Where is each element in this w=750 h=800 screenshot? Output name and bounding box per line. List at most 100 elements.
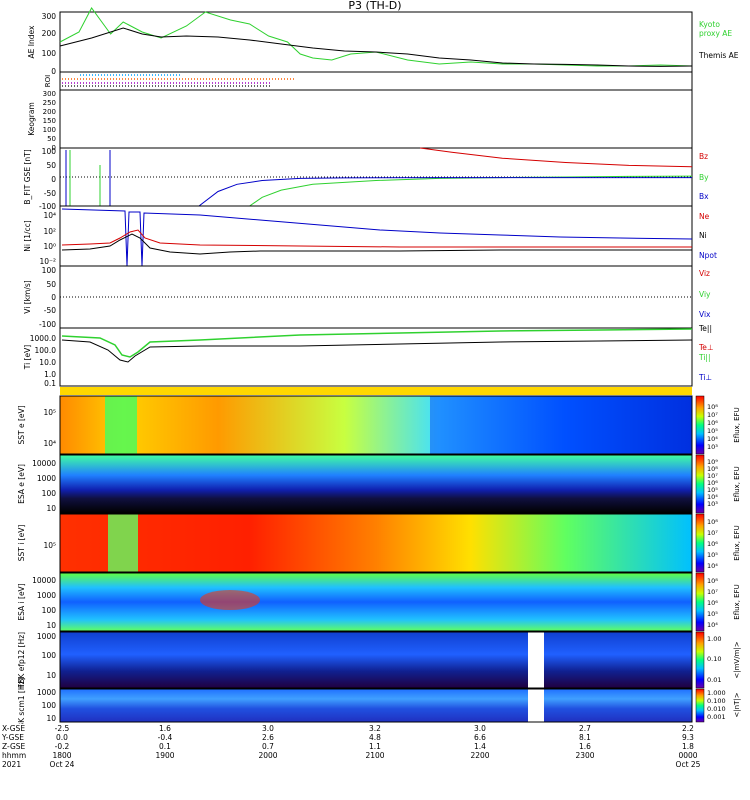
- density-tick-2: 10⁰: [43, 242, 56, 251]
- axis-row-z-gse: Z-GSE -0.2 0.1 0.7 1.1 1.4 1.6 1.8: [0, 742, 750, 751]
- bfield-tick-3: -50: [44, 189, 56, 198]
- axis-value: 2300: [575, 751, 595, 760]
- esa-e-ylabel: ESA e [eV]: [17, 464, 26, 504]
- cbar-esa-e-tick-0: 10⁹: [707, 458, 718, 466]
- cbar-sst-i-tick-0: 10⁸: [707, 518, 718, 526]
- axis-row-date: 2021 Oct 24 Oct 25: [0, 760, 750, 769]
- esa-i-tick-2: 100: [42, 606, 57, 615]
- axis-value: 1.6: [159, 724, 171, 733]
- ae-series-kyoto: [59, 7, 693, 67]
- axis-row-label: Z-GSE: [2, 742, 26, 751]
- esa-i-tick-0: 10000: [32, 576, 56, 585]
- axis-value: 2.2: [682, 724, 694, 733]
- axis-value: 1800: [52, 751, 72, 760]
- velocity-legend-viy: Viy: [699, 290, 711, 299]
- sst-e-low-flux: [430, 396, 692, 454]
- cbar-fbk-e-tick-2: 0.01: [707, 676, 721, 684]
- ae-ylabel: AE Index: [27, 25, 36, 58]
- axis-value: -2.5: [54, 724, 70, 733]
- sst-i-dropout: [108, 514, 138, 572]
- axis-value: 1.1: [369, 742, 381, 751]
- sst-i-tick-0: 10⁵: [43, 541, 56, 550]
- keogram-tick-5: 50: [47, 135, 56, 143]
- velocity-tick-4: -100: [39, 320, 56, 329]
- axis-value: 6.6: [474, 733, 486, 742]
- temperature-tick-0: 1000.0: [30, 334, 56, 343]
- sst-i-ylabel: SST i [eV]: [17, 525, 26, 562]
- velocity-tick-0: 100: [42, 266, 57, 275]
- esa-e-tick-0: 10000: [32, 459, 56, 468]
- esa-i-spectrogram: [60, 573, 692, 631]
- fbk-e-spectrogram: [60, 632, 692, 688]
- cbar-sst-e-tick-4: 10⁴: [707, 435, 718, 443]
- cbar-fbk-b-label: <|nT|>: [733, 692, 741, 717]
- density-legend-ne: Ne: [699, 212, 710, 221]
- velocity-tick-2: 0: [51, 293, 56, 302]
- bfield-panel: B_FIT GSE [nT] 100 50 0 -50 -100 Bz By B…: [23, 147, 709, 211]
- fbk-b-tick-1: 100: [42, 701, 57, 710]
- temperature-frame: [59, 327, 693, 387]
- bfield-series-bz: [420, 147, 693, 168]
- cbar-fbk-b-tick-1: 0.100: [707, 697, 726, 705]
- fbk-b-ylabel: FBK scm1 [Hz]: [17, 678, 26, 724]
- sst-i-frame: [59, 513, 693, 573]
- esa-i-panel: ESA i [eV] 10000 1000 100 10: [17, 572, 693, 632]
- cbar-esa-e-label: Eflux, EFU: [733, 466, 741, 501]
- cbar-sst-i-label: Eflux, EFU: [733, 525, 741, 560]
- keogram-tick-2: 200: [43, 108, 56, 116]
- fbk-e-ylabel: FBK efp12 [Hz]: [17, 632, 26, 688]
- roi-panel: ROI: [44, 71, 693, 91]
- cbar-fbk-e-label: <|mV/m|>: [733, 641, 741, 678]
- cbar-esa-e-tick-1: 10⁸: [707, 465, 718, 473]
- ae-series-themis: [59, 27, 693, 67]
- fbk-b-panel: FBK scm1 [Hz] 1000 100 10: [17, 678, 693, 724]
- temperature-series-te-par: [61, 328, 693, 358]
- keogram-tick-0: 300: [43, 90, 56, 98]
- keogram-panel: Keogram 300 250 200 150 100 50 0: [27, 89, 693, 152]
- esa-i-tick-3: 10: [46, 621, 56, 630]
- colorbar-esa-i: [695, 572, 705, 632]
- axis-value: -0.2: [54, 742, 70, 751]
- axis-row-label: Y-GSE: [2, 733, 24, 742]
- axis-row-label: hhmm: [2, 751, 27, 760]
- esa-e-tick-3: 10: [46, 504, 56, 513]
- fbk-e-frame: [59, 631, 693, 689]
- cbar-sst-e-tick-1: 10⁷: [707, 411, 718, 419]
- cbar-fbk-b-tick-0: 1.000: [707, 689, 726, 697]
- fbk-b-spectrogram: [60, 689, 692, 722]
- cbar-esa-e-tick-6: 10³: [707, 500, 718, 508]
- axis-value: 2.6: [262, 733, 274, 742]
- cbar-esa-e-tick-4: 10⁵: [707, 486, 718, 494]
- ae-tick-3: 0: [51, 67, 56, 76]
- axis-value: 0.0: [56, 733, 68, 742]
- axis-value: 0000: [678, 751, 698, 760]
- axis-row-y-gse: Y-GSE 0.0 -0.4 2.6 4.8 6.6 8.1 9.3: [0, 733, 750, 742]
- esa-e-panel: ESA e [eV] 10000 1000 100 10: [17, 454, 693, 514]
- fbk-e-tick-0: 1000: [37, 632, 56, 641]
- axis-value: 0.1: [159, 742, 171, 751]
- axis-value: 0.7: [262, 742, 274, 751]
- keogram-tick-4: 100: [43, 126, 56, 134]
- sst-e-dropout: [105, 396, 137, 454]
- sst-e-tick-1: 10⁴: [43, 439, 56, 448]
- sst-e-panel: SST e [eV] 10⁵ 10⁴: [17, 395, 693, 455]
- axis-value: 3.2: [369, 724, 381, 733]
- cbar-sst-e-tick-2: 10⁶: [707, 419, 718, 427]
- roi-ylabel: ROI: [44, 75, 52, 87]
- axis-value: 9.3: [682, 733, 694, 742]
- cbar-sst-i-tick-3: 10⁵: [707, 551, 718, 559]
- cbar-sst-e-tick-0: 10⁸: [707, 403, 718, 411]
- ae-tick-2: 100: [42, 49, 57, 58]
- sst-e-frame: [59, 395, 693, 455]
- colorbar-sst-i: [695, 513, 705, 573]
- density-panel: Ni [1/cc] 10⁴ 10² 10⁰ 10⁻² Ne Ni Npot: [23, 205, 717, 267]
- cbar-esa-i-tick-3: 10⁵: [707, 610, 718, 618]
- fbk-e-panel: FBK efp12 [Hz] 1000 100 10: [17, 631, 693, 689]
- keogram-tick-3: 150: [43, 117, 56, 125]
- fbk-e-tick-2: 10: [46, 671, 56, 680]
- axis-value: 2100: [365, 751, 385, 760]
- axis-value: Oct 25: [675, 760, 701, 769]
- esa-i-hot-spot: [200, 590, 260, 610]
- bfield-legend-bx: Bx: [699, 192, 709, 201]
- density-tick-0: 10⁴: [43, 211, 56, 220]
